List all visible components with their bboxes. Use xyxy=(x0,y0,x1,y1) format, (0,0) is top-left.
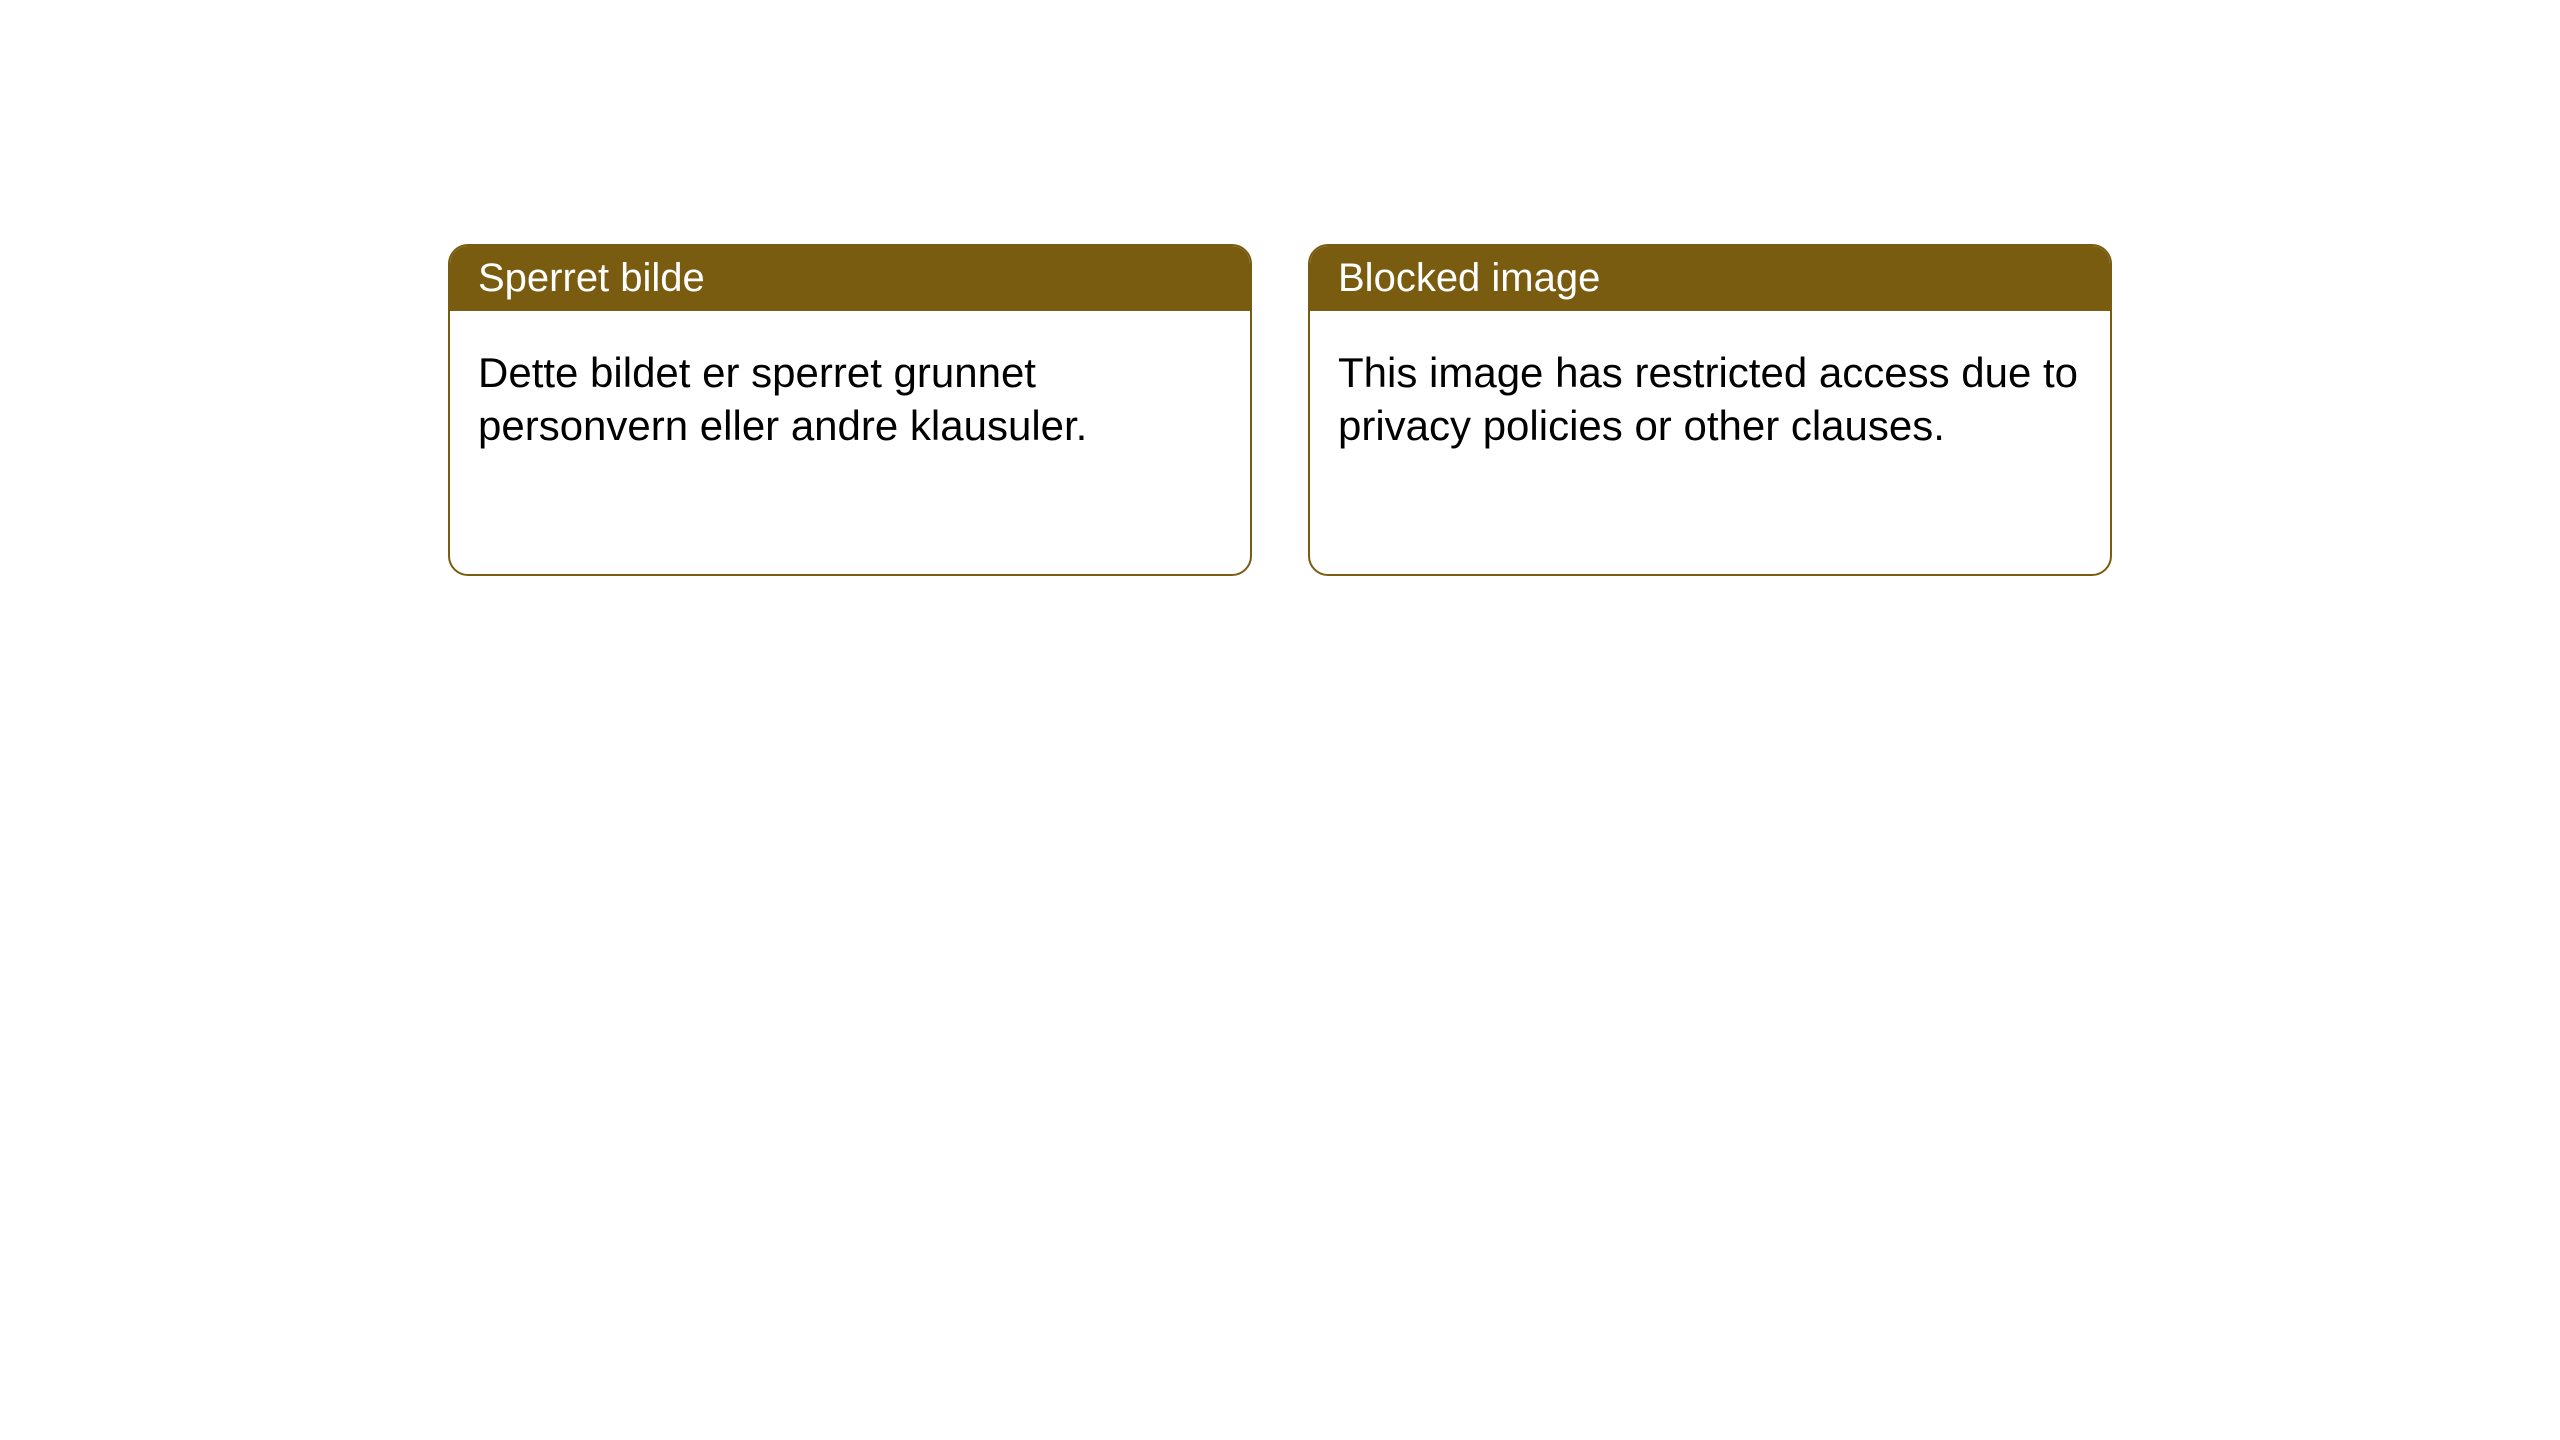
notice-card-norwegian: Sperret bilde Dette bildet er sperret gr… xyxy=(448,244,1252,576)
notice-card-english: Blocked image This image has restricted … xyxy=(1308,244,2112,576)
notice-header: Blocked image xyxy=(1310,246,2110,311)
notice-body: Dette bildet er sperret grunnet personve… xyxy=(450,311,1250,488)
notice-header: Sperret bilde xyxy=(450,246,1250,311)
notice-container: Sperret bilde Dette bildet er sperret gr… xyxy=(0,0,2560,576)
notice-body: This image has restricted access due to … xyxy=(1310,311,2110,488)
